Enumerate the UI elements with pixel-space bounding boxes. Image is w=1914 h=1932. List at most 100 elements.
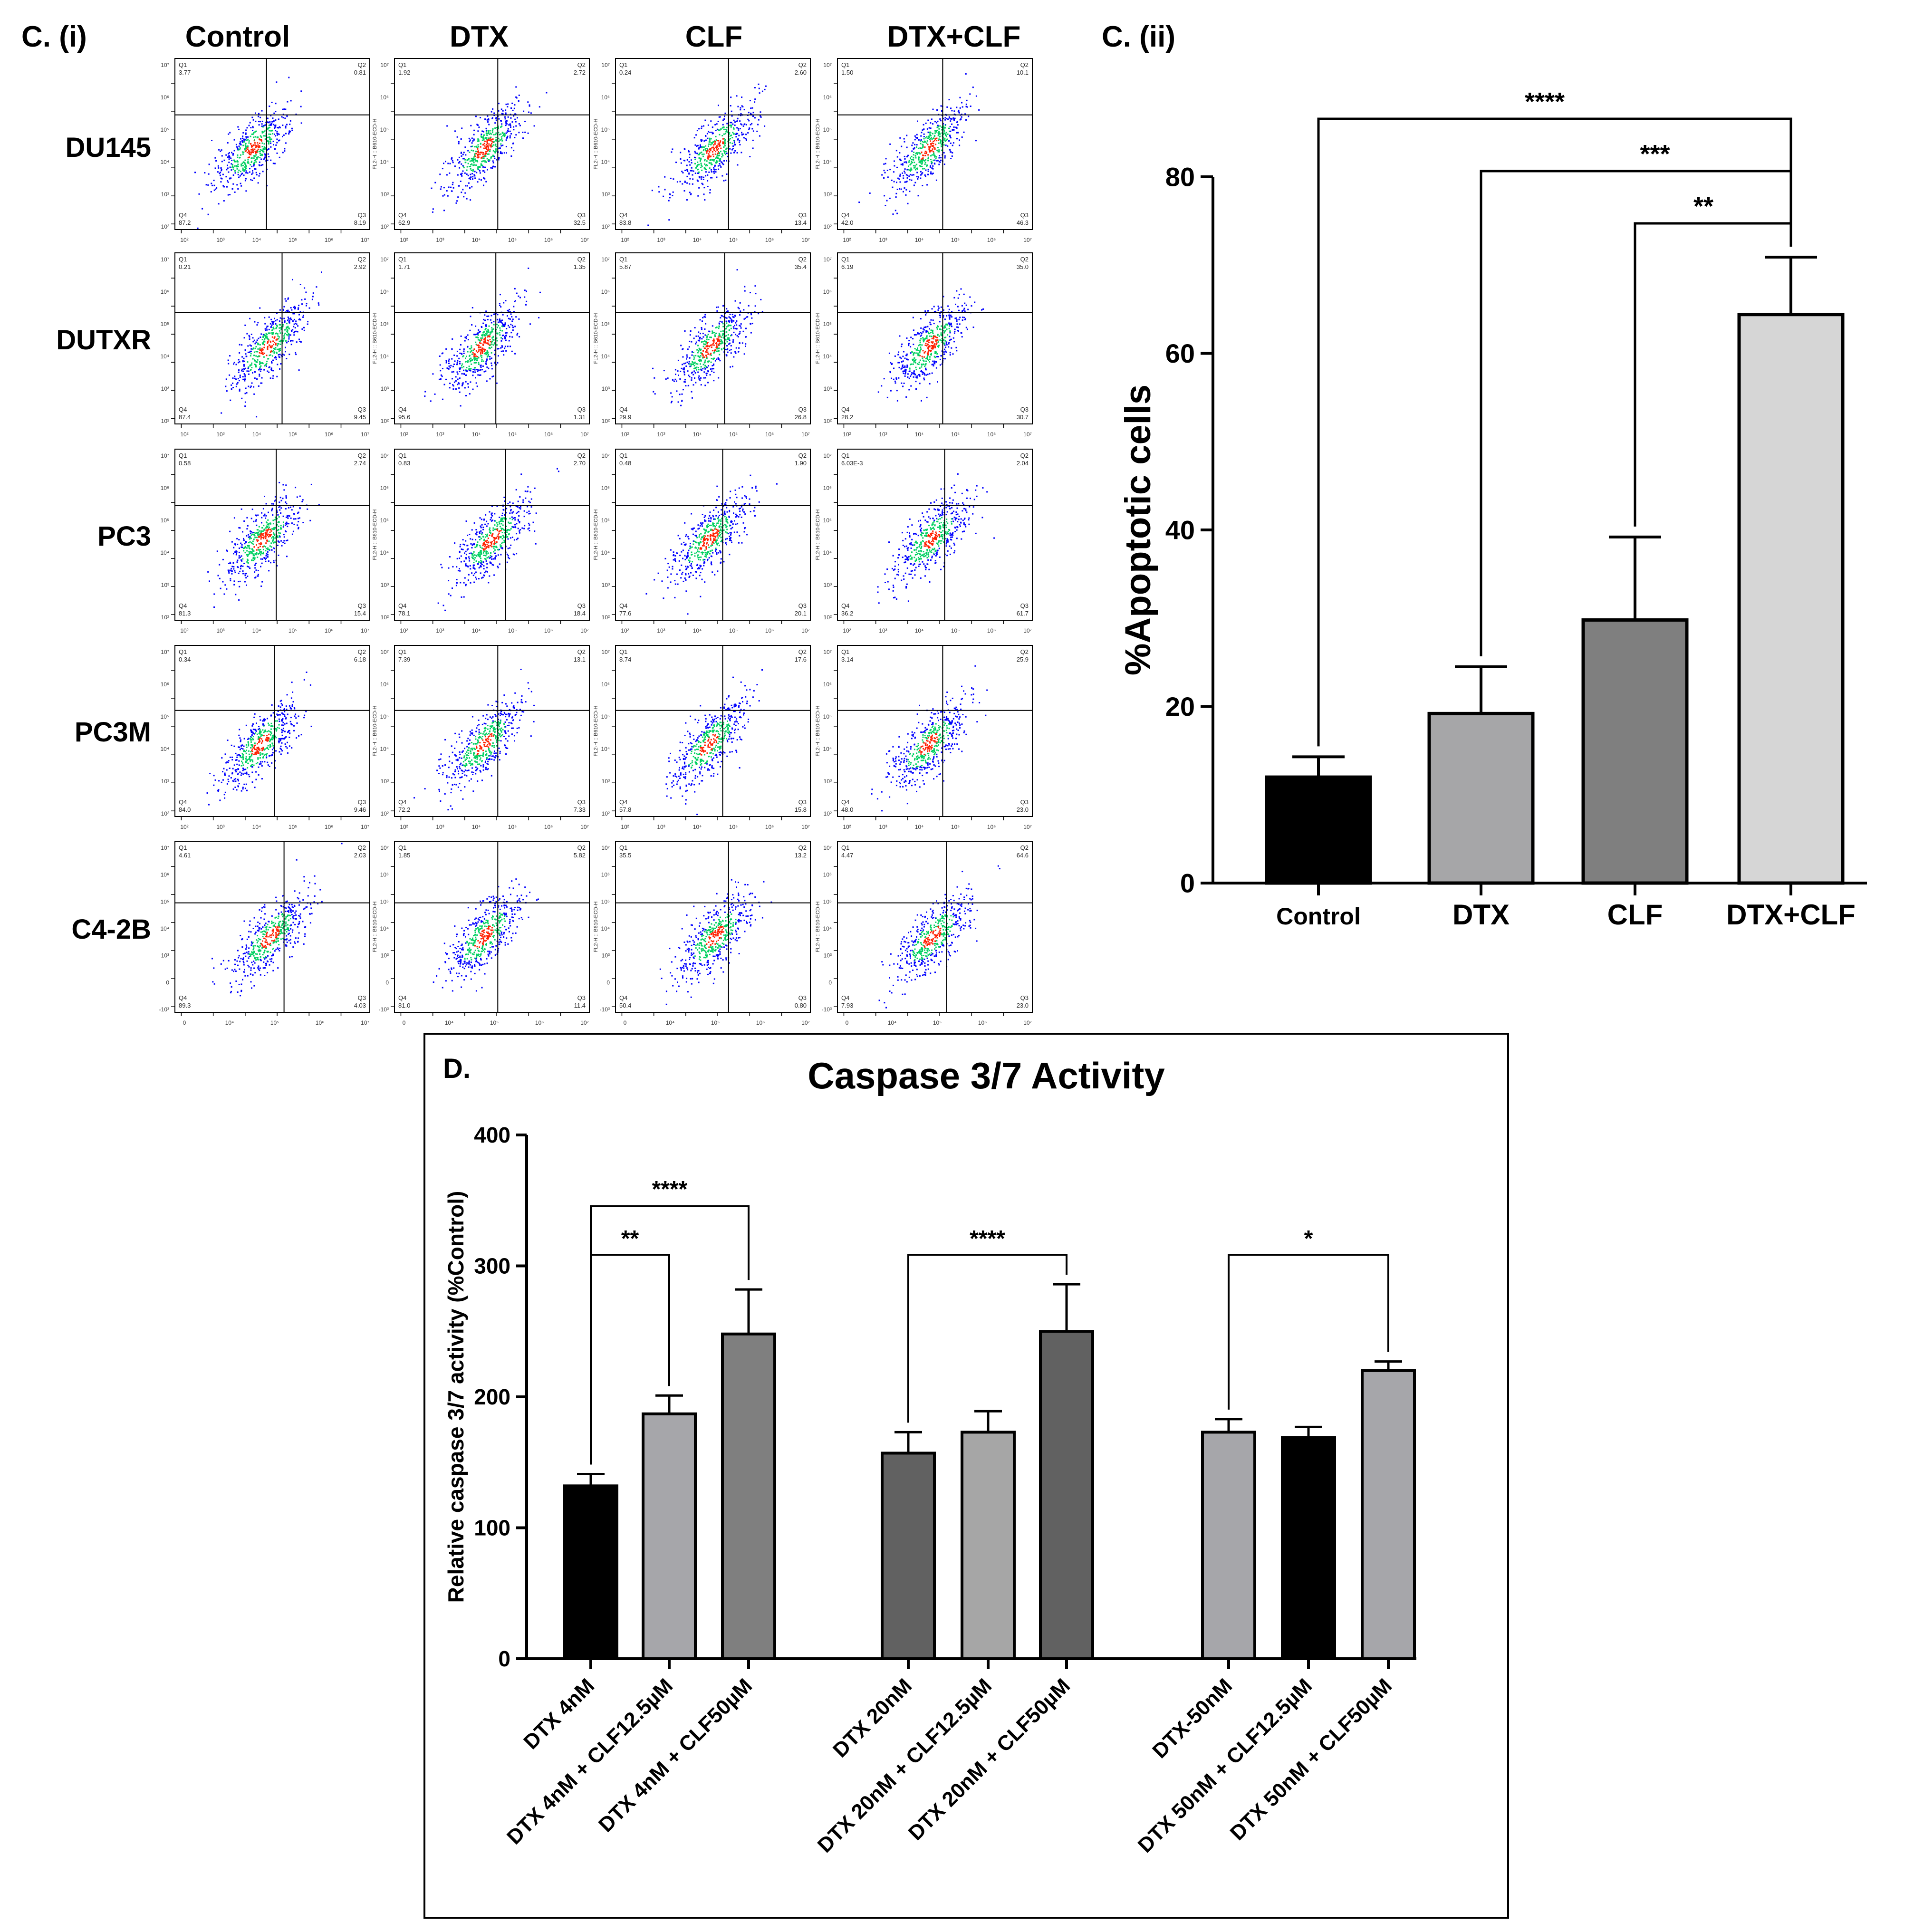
event-dot bbox=[494, 354, 496, 356]
event-dot bbox=[260, 585, 262, 587]
event-dot bbox=[930, 150, 932, 152]
event-dot bbox=[231, 566, 233, 567]
event-dot bbox=[247, 525, 249, 527]
event-dot bbox=[490, 132, 491, 134]
event-dot bbox=[700, 377, 702, 379]
event-dot bbox=[256, 174, 258, 176]
y-tick-label: 10² bbox=[161, 614, 169, 621]
event-dot bbox=[941, 363, 943, 365]
event-dot bbox=[929, 356, 931, 358]
event-dot bbox=[241, 344, 243, 346]
event-dot bbox=[493, 112, 495, 114]
event-dot bbox=[707, 155, 709, 157]
event-dot bbox=[675, 380, 677, 382]
event-dot bbox=[470, 164, 471, 166]
event-dot bbox=[708, 153, 710, 155]
x-tick-label: 10⁷ bbox=[361, 431, 369, 438]
event-dot bbox=[266, 329, 268, 331]
event-dot bbox=[494, 151, 496, 153]
event-dot bbox=[451, 371, 453, 373]
event-dot bbox=[252, 540, 254, 542]
quadrant-value-q1: 6.19 bbox=[841, 263, 853, 270]
event-dot bbox=[930, 155, 932, 157]
event-dot bbox=[240, 542, 242, 544]
event-dot bbox=[705, 341, 707, 343]
y-axis-label: FL2-H :: B610-ECD-H bbox=[593, 313, 599, 364]
event-dot bbox=[730, 138, 731, 140]
event-dot bbox=[225, 154, 227, 156]
event-dot bbox=[273, 120, 275, 122]
event-dot bbox=[744, 286, 746, 288]
event-dot bbox=[261, 581, 263, 583]
event-dot bbox=[939, 364, 941, 366]
event-dot bbox=[474, 177, 476, 179]
event-dot bbox=[902, 360, 904, 362]
event-dot bbox=[235, 385, 237, 387]
event-dot bbox=[299, 507, 301, 509]
event-dot bbox=[702, 355, 704, 357]
event-dot bbox=[280, 507, 282, 509]
event-dot bbox=[965, 103, 967, 105]
event-dot bbox=[948, 308, 950, 310]
event-dot bbox=[227, 164, 228, 166]
event-dot bbox=[268, 536, 269, 538]
event-dot bbox=[965, 73, 967, 75]
event-dot bbox=[922, 185, 923, 186]
event-dot bbox=[244, 139, 246, 141]
event-dot bbox=[266, 525, 268, 527]
event-dot bbox=[948, 327, 950, 329]
event-dot bbox=[275, 527, 277, 529]
event-dot bbox=[250, 345, 252, 347]
event-dot bbox=[719, 145, 721, 147]
quadrant-value-q2: 2.92 bbox=[354, 263, 366, 270]
event-dot bbox=[242, 558, 244, 560]
event-dot bbox=[499, 327, 501, 329]
event-dot bbox=[487, 169, 488, 171]
event-dot bbox=[291, 129, 293, 131]
event-dot bbox=[492, 375, 494, 377]
event-dot bbox=[242, 573, 244, 575]
event-dot bbox=[506, 131, 508, 133]
event-dot bbox=[509, 130, 511, 132]
event-dot bbox=[749, 100, 751, 102]
event-dot bbox=[265, 560, 267, 562]
quadrant-value-q1: 1.71 bbox=[398, 263, 410, 270]
event-dot bbox=[503, 302, 505, 304]
event-dot bbox=[933, 137, 934, 139]
event-dot bbox=[448, 358, 450, 360]
event-dot bbox=[950, 151, 952, 153]
event-dot bbox=[904, 365, 906, 367]
event-dot bbox=[514, 300, 516, 302]
event-dot bbox=[733, 127, 734, 129]
event-dot bbox=[701, 140, 702, 142]
event-dot bbox=[945, 346, 947, 348]
x-tick-label: 10⁴ bbox=[252, 627, 261, 634]
event-dot bbox=[271, 130, 273, 132]
event-dot bbox=[720, 158, 721, 160]
event-dot bbox=[248, 366, 250, 368]
event-dot bbox=[894, 210, 896, 211]
event-dot bbox=[489, 347, 491, 349]
event-dot bbox=[251, 173, 253, 175]
event-dot bbox=[685, 365, 687, 367]
event-dot bbox=[285, 346, 286, 348]
event-dot bbox=[690, 365, 692, 367]
event-dot bbox=[475, 344, 477, 345]
event-dot bbox=[502, 113, 504, 115]
event-dot bbox=[264, 535, 266, 537]
event-dot bbox=[273, 124, 274, 125]
event-dot bbox=[704, 148, 706, 150]
event-dot bbox=[302, 522, 304, 523]
event-dot bbox=[919, 153, 921, 154]
event-dot bbox=[499, 334, 501, 336]
event-dot bbox=[916, 167, 918, 169]
event-dot bbox=[930, 140, 931, 142]
event-dot bbox=[492, 344, 494, 346]
event-dot bbox=[930, 354, 932, 356]
event-dot bbox=[287, 516, 289, 518]
event-dot bbox=[946, 138, 948, 140]
event-dot bbox=[937, 346, 939, 347]
event-dot bbox=[480, 369, 481, 371]
event-dot bbox=[933, 151, 934, 153]
event-dot bbox=[251, 145, 253, 147]
